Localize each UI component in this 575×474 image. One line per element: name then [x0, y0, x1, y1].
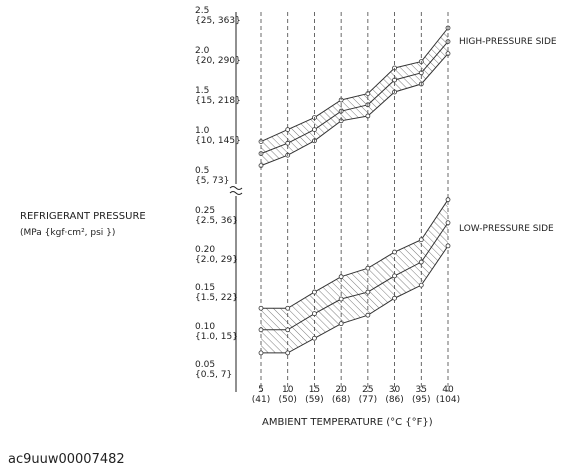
point — [392, 249, 397, 255]
x-tick-label: 40 (104) — [435, 385, 461, 405]
y-tick-label: 2.0 {20, 290} — [195, 46, 241, 66]
y-axis-label: REFRIGERANT PRESSURE — [20, 211, 146, 222]
x-tick-label: 20 (68) — [331, 385, 351, 405]
x-axis-label: AMBIENT TEMPERATURE (°C {°F}) — [262, 417, 433, 428]
y-tick-label: 1.0 {10, 145} — [195, 126, 241, 146]
point — [312, 289, 317, 295]
point — [258, 350, 264, 356]
y-axis-units: (MPa {kgf·cm², psi }) — [20, 228, 116, 238]
line — [261, 222, 449, 331]
line — [260, 27, 449, 143]
point — [445, 197, 451, 203]
point — [365, 265, 371, 271]
point — [258, 327, 264, 333]
point — [285, 305, 291, 311]
point — [338, 321, 344, 327]
point — [285, 350, 291, 356]
point — [418, 237, 424, 243]
x-tick-label: 10 (50) — [278, 385, 297, 405]
point — [312, 335, 317, 341]
y-tick-label: 2.5 {25, 363} — [195, 6, 241, 26]
point — [365, 312, 371, 318]
y-tick-label: 0.5 {5, 73} — [195, 166, 230, 186]
x-tick-label: 5 (41) — [251, 385, 271, 405]
point — [418, 259, 424, 265]
point — [392, 273, 397, 279]
point — [445, 243, 451, 249]
point — [365, 289, 371, 295]
band — [261, 199, 448, 353]
line — [260, 41, 449, 155]
point — [392, 295, 397, 301]
y-tick-label: 1.5 {15, 218} — [195, 86, 241, 106]
x-tick-label: 25 (77) — [358, 385, 378, 405]
axis — [229, 12, 243, 392]
y-tick-label: 0.20 {2.0, 29} — [195, 244, 238, 265]
line — [260, 53, 449, 167]
point — [312, 311, 317, 317]
footer: ac9uuw00007482 — [8, 452, 125, 467]
point — [445, 220, 451, 226]
point — [258, 305, 264, 311]
x-tick-label: 30 (86) — [385, 385, 404, 405]
x-tick-label: 15 (59) — [305, 385, 324, 405]
annotation: LOW-PRESSURE SIDE — [459, 224, 554, 234]
y-tick-label: 0.05 {0.5, 7} — [195, 360, 233, 380]
y-tick-label: 0.25 {2.5, 36} — [195, 206, 238, 226]
line — [261, 199, 449, 309]
point — [418, 282, 424, 288]
point — [338, 296, 344, 302]
point — [338, 274, 344, 280]
point — [285, 327, 291, 333]
annotation: HIGH-PRESSURE SIDE — [459, 37, 557, 47]
x-tick-label: 35 (95) — [412, 385, 431, 405]
line — [261, 245, 449, 354]
y-tick-label: 0.15 {1.5, 22} — [195, 283, 238, 303]
y-tick-label: 0.10 {1.0, 15} — [195, 321, 238, 342]
